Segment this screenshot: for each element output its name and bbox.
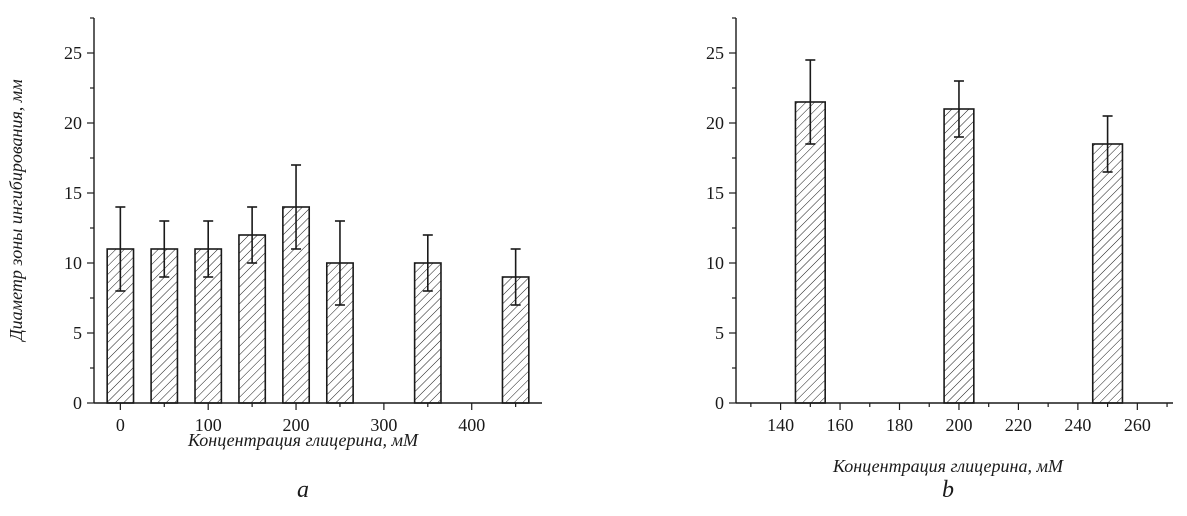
y-tick-label-b: 25 (706, 43, 724, 63)
error-bar-a-6 (422, 234, 433, 292)
x-tick-label-a: 200 (283, 415, 310, 435)
axes-a (87, 17, 542, 410)
x-axis-title-b: Концентрация глицерина, мМ (832, 456, 1064, 476)
x-tick-labels-a: 0 100 200 300 400 (116, 415, 485, 435)
x-tick-label-b: 240 (1064, 415, 1091, 435)
error-bars-a (115, 164, 521, 306)
error-bar-a-7 (510, 248, 521, 306)
error-bar-b-0 (805, 59, 816, 145)
y-tick-label-a: 5 (73, 323, 82, 343)
bar-b-2 (1091, 143, 1124, 404)
error-bar-a-1 (159, 220, 170, 278)
x-tick-label-a: 100 (195, 415, 222, 435)
y-tick-label-a: 20 (64, 113, 82, 133)
error-bar-a-2 (203, 220, 214, 278)
bars-b (794, 101, 1124, 404)
y-tick-labels-a: 0 5 10 15 20 25 (64, 43, 82, 413)
y-axis-title-a: Диаметр зоны ингибирования, мм (6, 79, 26, 343)
error-bar-b-1 (953, 80, 964, 138)
y-tick-label-b: 15 (706, 183, 724, 203)
y-tick-label-a: 15 (64, 183, 82, 203)
y-tick-label-b: 0 (715, 393, 724, 413)
y-tick-label-a: 25 (64, 43, 82, 63)
error-bar-a-5 (334, 220, 345, 306)
panel-label-b: b (942, 477, 954, 503)
x-tick-label-b: 180 (886, 415, 913, 435)
x-tick-labels-b: 140 160 180 200 220 240 260 (767, 415, 1151, 435)
x-tick-label-a: 300 (370, 415, 397, 435)
error-bar-a-4 (291, 164, 302, 250)
x-tick-label-a: 0 (116, 415, 125, 435)
y-tick-labels-b: 0 5 10 15 20 25 (706, 43, 724, 413)
x-axis-title-a: Концентрация глицерина, мМ (187, 430, 419, 450)
x-tick-label-b: 260 (1124, 415, 1151, 435)
panel-label-a: a (297, 477, 309, 503)
y-tick-label-b: 5 (715, 323, 724, 343)
x-tick-label-b: 160 (827, 415, 854, 435)
error-bar-a-3 (247, 206, 258, 264)
x-tick-label-a: 400 (458, 415, 485, 435)
y-tick-label-a: 10 (64, 253, 82, 273)
x-tick-label-b: 220 (1005, 415, 1032, 435)
chart-panel-a: 0 100 200 300 400 0 5 10 15 20 25 Концентрация гл… (6, 17, 542, 503)
x-tick-label-b: 140 (767, 415, 794, 435)
error-bar-b-2 (1102, 115, 1113, 173)
y-tick-label-b: 10 (706, 253, 724, 273)
y-tick-label-b: 20 (706, 113, 724, 133)
chart-panel-b: 140 160 180 200 220 240 260 0 5 10 15 20 25 Концент… (706, 17, 1173, 503)
bar-a-3 (238, 234, 267, 404)
bar-b-0 (794, 101, 826, 404)
error-bar-a-0 (115, 206, 126, 292)
axes-b (729, 17, 1173, 410)
x-tick-label-b: 200 (945, 415, 972, 435)
bars-a (106, 206, 530, 404)
bar-b-1 (943, 108, 975, 404)
y-tick-label-a: 0 (73, 393, 82, 413)
error-bars-b (805, 59, 1113, 173)
